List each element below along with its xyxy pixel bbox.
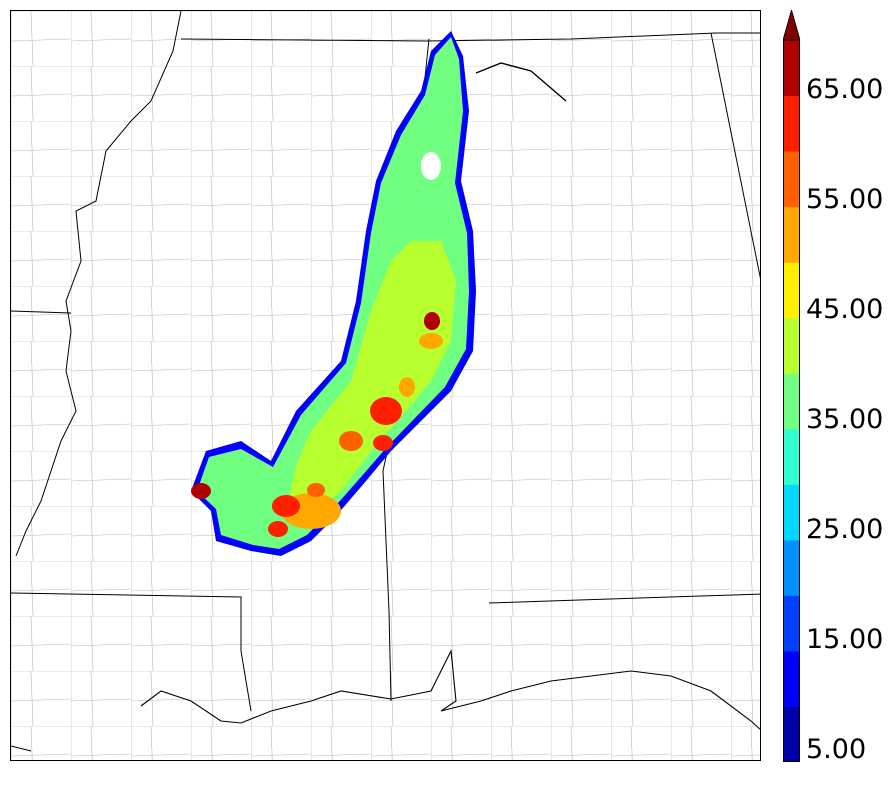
tn-state-border bbox=[180, 32, 760, 42]
al-ga-border bbox=[710, 32, 760, 279]
colorbar-tick-45: 45.00 bbox=[806, 294, 884, 325]
colorbar-segment bbox=[783, 539, 800, 596]
colorbar bbox=[783, 10, 800, 762]
colorbar-segment bbox=[783, 595, 800, 652]
colorbar-segment bbox=[783, 484, 800, 541]
gulf-coastline bbox=[140, 649, 760, 730]
colorbar-segment bbox=[783, 151, 800, 208]
colorbar-tick-35: 35.00 bbox=[806, 404, 884, 435]
mississippi-river bbox=[15, 11, 182, 557]
colorbar-segment bbox=[783, 428, 800, 485]
cell-6 bbox=[191, 483, 211, 499]
colorbar-tick-65: 65.00 bbox=[806, 74, 884, 105]
colorbar-tick-15: 15.00 bbox=[806, 624, 884, 655]
colorbar-segment bbox=[783, 706, 800, 762]
cell-3 bbox=[370, 397, 402, 425]
colorbar-segment bbox=[783, 373, 800, 430]
colorbar-segment bbox=[783, 206, 800, 263]
al-fl-border bbox=[488, 593, 760, 604]
field-mid bbox=[286, 241, 456, 516]
cell-10 bbox=[268, 521, 288, 537]
colorbar-extend-arrow bbox=[783, 10, 800, 41]
colorbar-segment bbox=[783, 650, 800, 707]
reflectivity-field bbox=[191, 31, 476, 556]
cell-7 bbox=[424, 312, 440, 330]
field-gap bbox=[421, 152, 441, 180]
tennessee-river bbox=[475, 62, 567, 102]
colorbar-segment bbox=[783, 40, 800, 97]
ar-la-border bbox=[11, 310, 72, 314]
cell-4 bbox=[373, 435, 393, 451]
map-canvas bbox=[11, 11, 760, 760]
colorbar-frame bbox=[783, 39, 800, 762]
map-panel bbox=[10, 10, 761, 761]
colorbar-segment bbox=[783, 95, 800, 152]
la-ms-border bbox=[11, 592, 252, 712]
cell-9 bbox=[399, 377, 415, 397]
colorbar-tick-5: 5.00 bbox=[806, 734, 867, 765]
coast-fragment bbox=[11, 745, 32, 752]
colorbar-segment bbox=[783, 317, 800, 374]
cell-11 bbox=[307, 483, 325, 497]
cell-8 bbox=[419, 333, 443, 349]
cell-5 bbox=[339, 431, 363, 451]
field-low bbox=[197, 37, 469, 549]
colorbar-tick-55: 55.00 bbox=[806, 184, 884, 215]
colorbar-segment bbox=[783, 262, 800, 319]
cell-2 bbox=[272, 495, 300, 517]
colorbar-tick-25: 25.00 bbox=[806, 514, 884, 545]
